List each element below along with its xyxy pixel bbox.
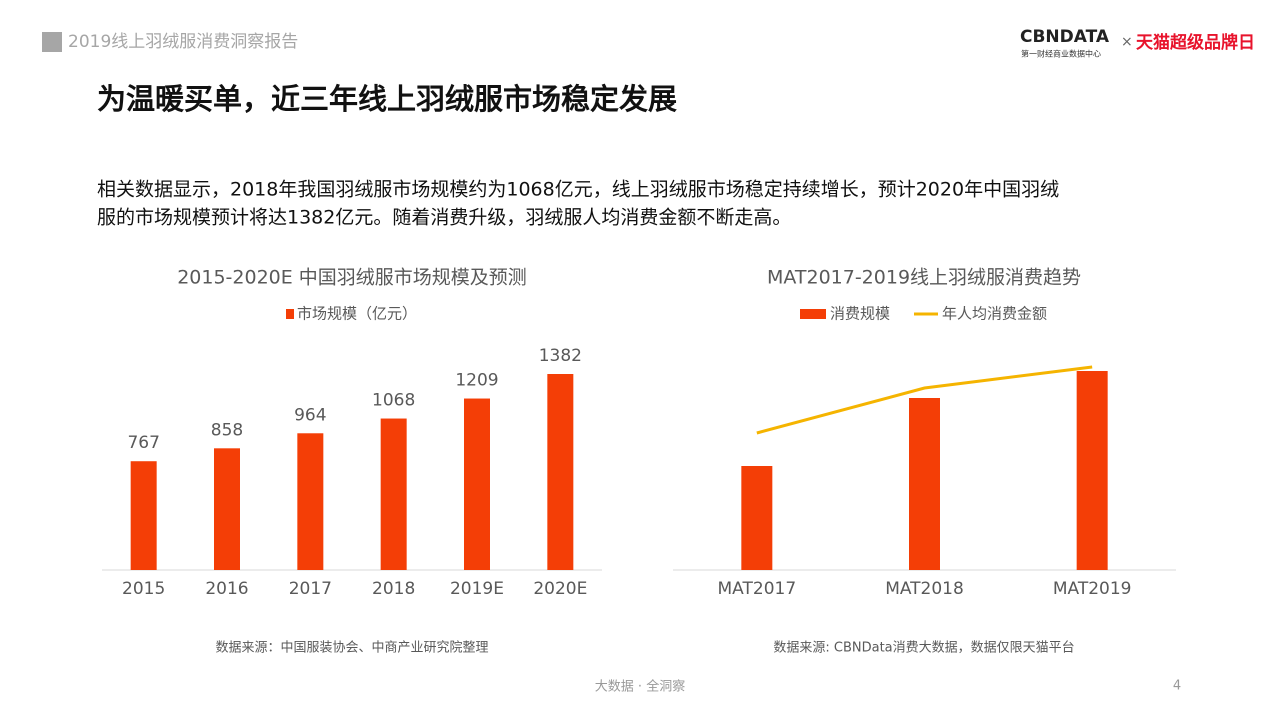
brand-sub: 第一财经商业数据中心: [1021, 49, 1101, 59]
data-label: 964: [294, 405, 326, 425]
data-label: 767: [127, 433, 159, 453]
times: ×: [1121, 34, 1133, 50]
bar: [297, 433, 324, 570]
chart-title: MAT2017-2019线上羽绒服消费趋势: [767, 267, 1081, 289]
bar: [1076, 371, 1108, 570]
data-label: 1209: [455, 371, 498, 391]
bar: [464, 398, 490, 570]
legend-label: 年人均消费金额: [942, 305, 1047, 323]
x-tick-label: 2020E: [533, 579, 587, 599]
data-label: 1382: [539, 346, 582, 366]
chart-source: 数据来源: CBNData消费大数据，数据仅限天猫平台: [773, 641, 1074, 656]
chart-title: 2015-2020E 中国羽绒服市场规模及预测: [177, 267, 527, 289]
x-tick-label: 2016: [205, 579, 248, 599]
bar: [909, 398, 940, 570]
x-tick-label: MAT2017: [718, 579, 797, 599]
bar: [214, 448, 240, 570]
page-number: 4: [1173, 679, 1181, 694]
slide-title: 为温暖买单，近三年线上羽绒服市场稳定发展: [97, 82, 677, 116]
paragraph-line: 相关数据显示，2018年我国羽绒服市场规模约为1068亿元，线上羽绒服市场稳定持…: [97, 179, 1059, 201]
x-tick-label: MAT2018: [885, 579, 964, 599]
footer-slogan: 大数据 · 全洞察: [595, 679, 685, 695]
brand: CBNDATA: [1020, 27, 1110, 47]
bar: [380, 418, 407, 570]
legend-label: 消费规模: [830, 305, 890, 323]
x-tick-label: MAT2019: [1053, 579, 1132, 599]
header-square: [42, 32, 62, 52]
paragraph-line: 服的市场规模预计将达1382亿元。随着消费升级，羽绒服人均消费金额不断走高。: [97, 207, 791, 229]
x-tick-label: 2018: [372, 579, 415, 599]
bar: [130, 461, 157, 570]
x-tick-label: 2015: [122, 579, 165, 599]
partner: 天猫超级品牌日: [1136, 32, 1255, 53]
data-label: 1068: [372, 391, 415, 411]
line: [756, 365, 1093, 435]
chart-source: 数据来源：中国服装协会、中商产业研究院整理: [215, 641, 488, 656]
legend-swatch: [800, 309, 826, 319]
bar: [547, 374, 574, 570]
legend-label: 市场规模（亿元）: [297, 305, 417, 323]
report-name: 2019线上羽绒服消费洞察报告: [68, 32, 298, 52]
legend-swatch: [286, 309, 294, 319]
data-label: 858: [211, 420, 243, 440]
x-tick-label: 2017: [289, 579, 332, 599]
bar: [741, 466, 773, 570]
x-tick-label: 2019E: [450, 579, 504, 599]
